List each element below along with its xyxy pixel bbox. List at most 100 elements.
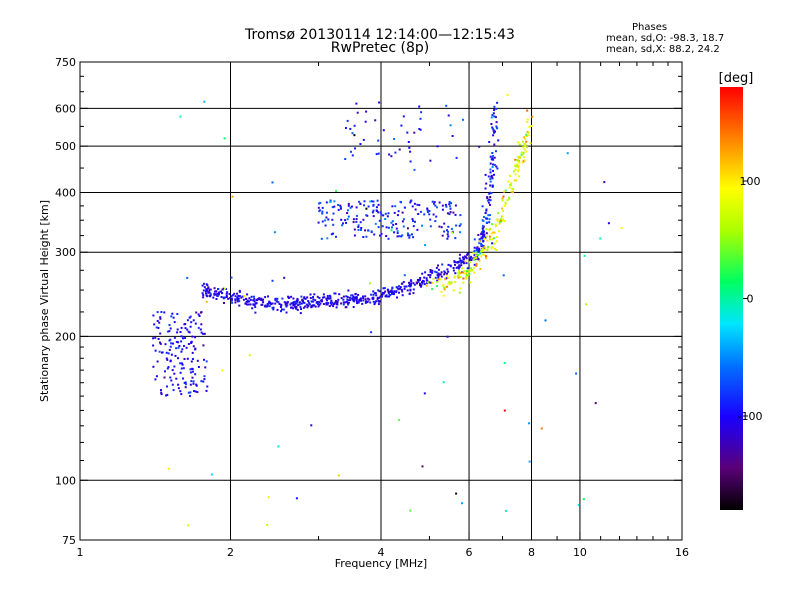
point-o-mode-f-cusp	[487, 201, 490, 204]
point-o-mode-f-trace	[458, 257, 461, 260]
point-o-mode-f-trace	[416, 279, 419, 282]
point-multi-hop-echo	[440, 226, 443, 229]
point-o-mode-f-trace	[436, 279, 439, 282]
point-o-mode-f-cusp	[497, 139, 500, 142]
point-o-mode-f-trace	[312, 298, 315, 301]
point-o-mode-f-trace	[282, 308, 285, 311]
point-multi-hop-echo	[397, 210, 400, 213]
point-o-mode-f-cusp	[482, 219, 485, 222]
point-multi-hop-echo	[332, 212, 335, 215]
point-multi-hop-echo	[350, 205, 353, 208]
point-multi-hop-echo	[396, 230, 399, 233]
point-o-mode-f-trace	[261, 303, 264, 306]
point-multi-hop-echo	[412, 220, 414, 222]
point-o-mode-f-trace	[372, 300, 375, 303]
point-multi-hop-echo	[325, 201, 328, 204]
point-o-mode-f-trace	[444, 271, 447, 274]
point-upper-echoes	[377, 139, 380, 142]
point-o-mode-f-trace	[303, 301, 306, 304]
point-o-mode-f-trace	[423, 276, 426, 279]
point-e-region-cluster	[159, 317, 162, 320]
point-multi-hop-echo	[418, 204, 421, 207]
point-e-region-cluster	[172, 389, 175, 392]
point-scattered-points	[231, 195, 234, 198]
point-x-mode-f-trace	[522, 160, 525, 163]
point-e-region-cluster	[156, 360, 159, 363]
point-multi-hop-echo	[428, 213, 431, 216]
point-multi-hop-echo	[357, 228, 360, 231]
point-multi-hop-echo	[324, 224, 327, 227]
point-o-mode-f-trace	[429, 271, 432, 273]
point-x-mode-f-trace	[515, 179, 518, 182]
point-o-mode-f-trace	[362, 295, 364, 298]
point-x-mode-f-trace	[518, 168, 521, 171]
point-o-mode-f-trace	[299, 312, 302, 315]
point-o-mode-f-trace	[256, 298, 259, 301]
point-o-mode-f-trace	[419, 278, 421, 281]
point-multi-hop-echo	[372, 203, 375, 206]
point-o-mode-f-trace	[375, 300, 378, 303]
point-multi-hop-echo	[360, 229, 362, 231]
point-e-region-cluster	[183, 358, 186, 360]
point-o-mode-f-cusp	[492, 163, 495, 166]
point-o-mode-f-trace	[286, 300, 289, 303]
point-o-mode-f-trace	[431, 271, 434, 274]
point-e-region-cluster	[168, 324, 171, 326]
point-o-mode-f-trace	[264, 296, 267, 299]
point-scattered-points	[230, 276, 233, 279]
point-scattered-points	[409, 509, 412, 512]
point-e-region-cluster	[157, 338, 160, 340]
point-multi-hop-echo	[380, 213, 383, 216]
colorbar-ticks: -100 0 100	[738, 175, 763, 423]
point-multi-hop-echo	[406, 227, 409, 230]
point-x-mode-f-trace	[495, 248, 498, 251]
point-scattered-points	[528, 460, 531, 463]
point-e-region-cluster	[154, 349, 157, 352]
point-upper-echoes	[455, 156, 458, 159]
point-x-mode-f-trace	[492, 237, 495, 240]
point-o-mode-f-trace	[412, 292, 415, 295]
point-x-mode-f-trace	[498, 230, 500, 233]
point-x-mode-f-trace	[524, 159, 527, 162]
point-e-region-cluster	[165, 357, 168, 360]
point-multi-hop-echo	[339, 204, 342, 207]
point-scattered-points	[283, 276, 286, 279]
point-o-mode-f-trace	[236, 292, 239, 295]
point-e-region-cluster	[171, 369, 174, 372]
point-o-mode-f-trace	[205, 292, 207, 295]
point-multi-hop-echo	[433, 202, 435, 205]
point-x-mode-f-trace	[489, 235, 491, 238]
point-e-region-cluster	[173, 365, 176, 368]
point-o-mode-f-cusp	[495, 165, 498, 168]
point-o-mode-f-cusp	[489, 203, 491, 206]
point-o-mode-f-trace	[307, 300, 310, 302]
point-o-mode-f-trace	[315, 301, 318, 304]
point-o-mode-f-trace	[290, 306, 292, 309]
point-x-mode-f-trace	[518, 143, 521, 146]
point-o-mode-f-trace	[202, 296, 205, 299]
point-o-mode-f-trace	[379, 295, 382, 298]
point-o-mode-f-trace	[298, 301, 301, 304]
point-e-region-cluster	[181, 363, 184, 366]
point-multi-hop-echo	[450, 227, 453, 230]
point-upper-echoes	[406, 131, 409, 134]
point-x-mode-f-trace	[512, 191, 515, 193]
point-x-mode-f-trace	[468, 273, 471, 276]
point-e-region-cluster	[194, 390, 197, 393]
point-o-mode-f-cusp	[481, 231, 484, 233]
point-x-mode-f-trace	[459, 276, 462, 279]
point-o-mode-f-trace	[298, 303, 301, 306]
point-o-mode-f-trace	[464, 256, 467, 259]
point-x-mode-f-trace	[437, 278, 440, 281]
point-o-mode-f-cusp	[489, 155, 492, 158]
point-e-region-cluster	[182, 377, 184, 380]
point-x-mode-f-trace	[528, 125, 531, 128]
point-o-mode-f-trace	[452, 269, 455, 272]
point-multi-hop-echo	[431, 200, 434, 203]
point-multi-hop-echo	[331, 206, 334, 209]
point-e-region-cluster	[166, 358, 169, 361]
point-o-mode-f-cusp	[488, 218, 491, 221]
axis-ticks: 1 2 4 6 8 10 16 75 100 200 300 400 500 600 750	[55, 56, 689, 559]
point-o-mode-f-trace	[361, 302, 364, 305]
point-o-mode-f-cusp	[492, 134, 495, 137]
